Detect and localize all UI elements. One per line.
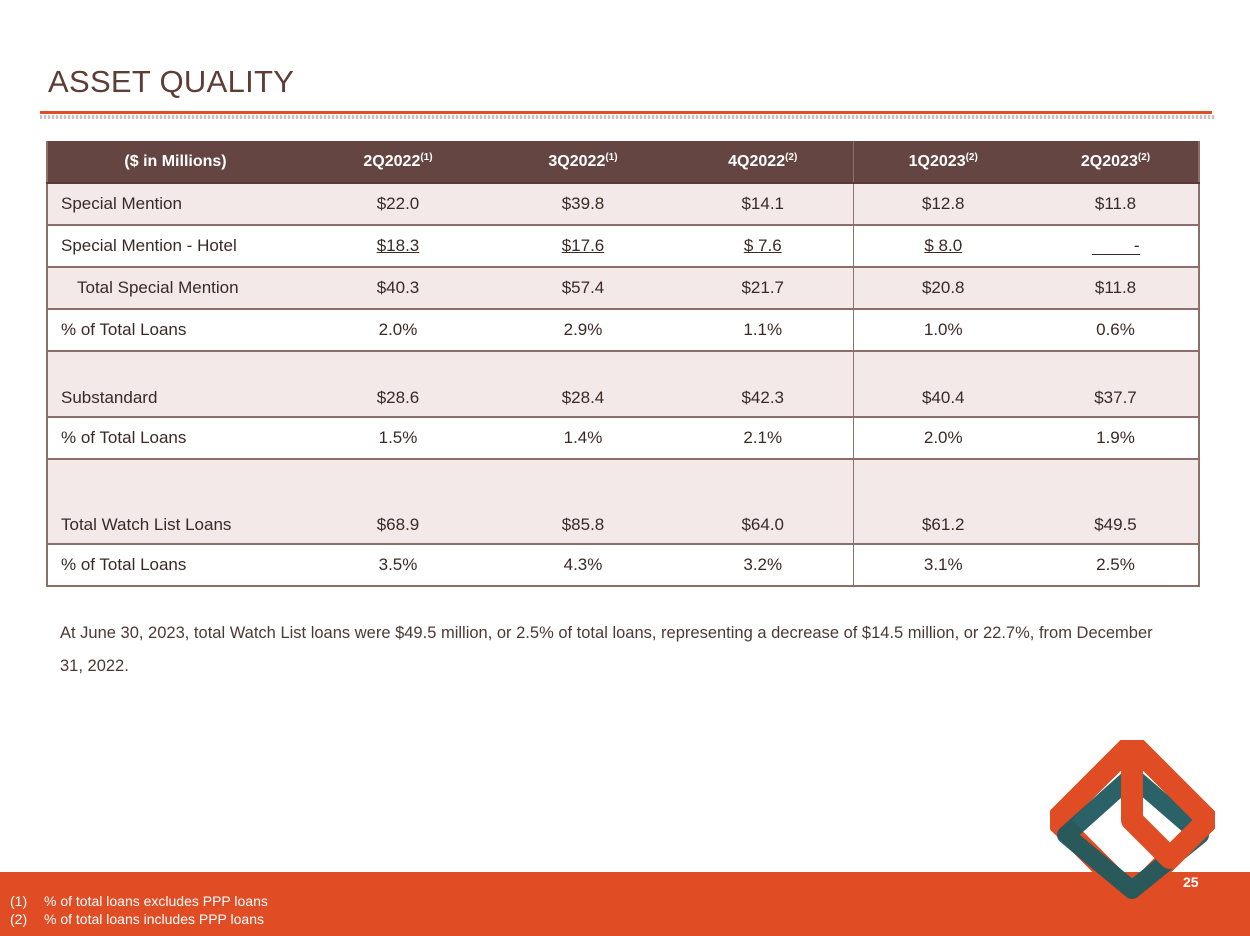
table-cell: $28.6	[303, 351, 493, 418]
company-logo-icon	[1050, 740, 1215, 900]
table-cell: $42.3	[673, 351, 853, 418]
table-cell: $12.8	[852, 183, 1033, 226]
table-row-pct-total-loans: % of Total Loans 2.0% 2.9% 1.1% 1.0% 0.6…	[47, 309, 1199, 352]
table-row-pct-total-loans: % of Total Loans 3.5% 4.3% 3.2% 3.1% 2.5…	[47, 544, 1199, 587]
table-row-total-special-mention: Total Special Mention $40.3 $57.4 $21.7 …	[47, 267, 1199, 310]
table-cell: $21.7	[673, 267, 853, 310]
commentary-text: At June 30, 2023, total Watch List loans…	[60, 624, 1153, 675]
table-cell: -	[1033, 225, 1199, 268]
table-cell-value: -	[1091, 237, 1140, 255]
table-row-total-watch-list: Total Watch List Loans $68.9 $85.8 $64.0…	[47, 459, 1199, 545]
table-row-special-mention-hotel: Special Mention - Hotel $18.3 $17.6 $ 7.…	[47, 225, 1199, 268]
table-cell: $64.0	[673, 459, 853, 545]
table-cell: 2.0%	[852, 417, 1033, 460]
row-label: % of Total Loans	[47, 309, 303, 352]
table-cell: $28.4	[493, 351, 673, 418]
table-cell: 3.1%	[852, 544, 1033, 587]
title-underline-shadow	[40, 115, 1215, 119]
footnote-text: % of total loans excludes PPP loans	[44, 893, 268, 909]
page-title: ASSET QUALITY	[48, 64, 295, 99]
footnote-text: % of total loans includes PPP loans	[44, 911, 264, 927]
row-label: Special Mention - Hotel	[47, 225, 303, 268]
table-cell: $20.8	[852, 267, 1033, 310]
table-cell: $14.1	[673, 183, 853, 226]
table-cell: $39.8	[493, 183, 673, 226]
table-cell: 3.5%	[303, 544, 493, 587]
table-cell-value: $17.6	[561, 236, 605, 255]
table-cell: 2.1%	[673, 417, 853, 460]
table-cell-value: $ 8.0	[924, 236, 963, 255]
footnotes: (1) % of total loans excludes PPP loans (…	[10, 892, 268, 928]
row-label: % of Total Loans	[47, 544, 303, 587]
row-label: Total Watch List Loans	[47, 459, 303, 545]
table-cell: $61.2	[852, 459, 1033, 545]
table-cell: $ 8.0	[852, 225, 1033, 268]
footnote-item: (1) % of total loans excludes PPP loans	[10, 892, 268, 910]
table-cell: 1.4%	[493, 417, 673, 460]
table-cell: 1.5%	[303, 417, 493, 460]
table-row-substandard: Substandard $28.6 $28.4 $42.3 $40.4 $37.…	[47, 351, 1199, 418]
table-cell: $40.3	[303, 267, 493, 310]
table-cell: 1.9%	[1033, 417, 1199, 460]
row-label: Substandard	[47, 351, 303, 418]
table-cell: 2.5%	[1033, 544, 1199, 587]
table-cell: 3.2%	[673, 544, 853, 587]
table-cell: 1.1%	[673, 309, 853, 352]
table-cell: 0.6%	[1033, 309, 1199, 352]
table-cell: $37.7	[1033, 351, 1199, 418]
table-cell: $18.3	[303, 225, 493, 268]
table-cell: 1.0%	[852, 309, 1033, 352]
header-period: 1Q2023(2)	[852, 141, 1033, 184]
table-cell: $40.4	[852, 351, 1033, 418]
table-cell: 2.0%	[303, 309, 493, 352]
header-period: 3Q2022(1)	[493, 141, 673, 184]
table-cell: 2.9%	[493, 309, 673, 352]
table-cell: $11.8	[1033, 267, 1199, 310]
table-cell-value: $ 7.6	[743, 236, 782, 255]
table-cell: $11.8	[1033, 183, 1199, 226]
row-label: % of Total Loans	[47, 417, 303, 460]
header-period: 2Q2023(2)	[1033, 141, 1199, 184]
header-period: 4Q2022(2)	[673, 141, 853, 184]
row-label: Special Mention	[47, 183, 303, 226]
table-header-row: ($ in Millions) 2Q2022(1) 3Q2022(1) 4Q20…	[47, 141, 1199, 184]
table-row-pct-total-loans: % of Total Loans 1.5% 1.4% 2.1% 2.0% 1.9…	[47, 417, 1199, 460]
table-cell: $49.5	[1033, 459, 1199, 545]
table-cell: $17.6	[493, 225, 673, 268]
table-cell: $85.8	[493, 459, 673, 545]
footnote-number: (1)	[10, 893, 28, 909]
table-cell: $22.0	[303, 183, 493, 226]
header-label: ($ in Millions)	[47, 141, 303, 184]
footer-band	[0, 872, 1250, 936]
table-cell-value: $18.3	[376, 236, 420, 255]
header-period: 2Q2022(1)	[303, 141, 493, 184]
table-cell: 4.3%	[493, 544, 673, 587]
footnote-number: (2)	[10, 911, 28, 927]
footnote-item: (2) % of total loans includes PPP loans	[10, 910, 268, 928]
table-cell: $ 7.6	[673, 225, 853, 268]
asset-quality-table: ($ in Millions) 2Q2022(1) 3Q2022(1) 4Q20…	[46, 141, 1200, 587]
table-cell: $68.9	[303, 459, 493, 545]
title-underline	[40, 111, 1212, 114]
page-number: 25	[1183, 874, 1199, 890]
table-row-special-mention: Special Mention $22.0 $39.8 $14.1 $12.8 …	[47, 183, 1199, 226]
table-cell: $57.4	[493, 267, 673, 310]
row-label: Total Special Mention	[47, 267, 303, 310]
